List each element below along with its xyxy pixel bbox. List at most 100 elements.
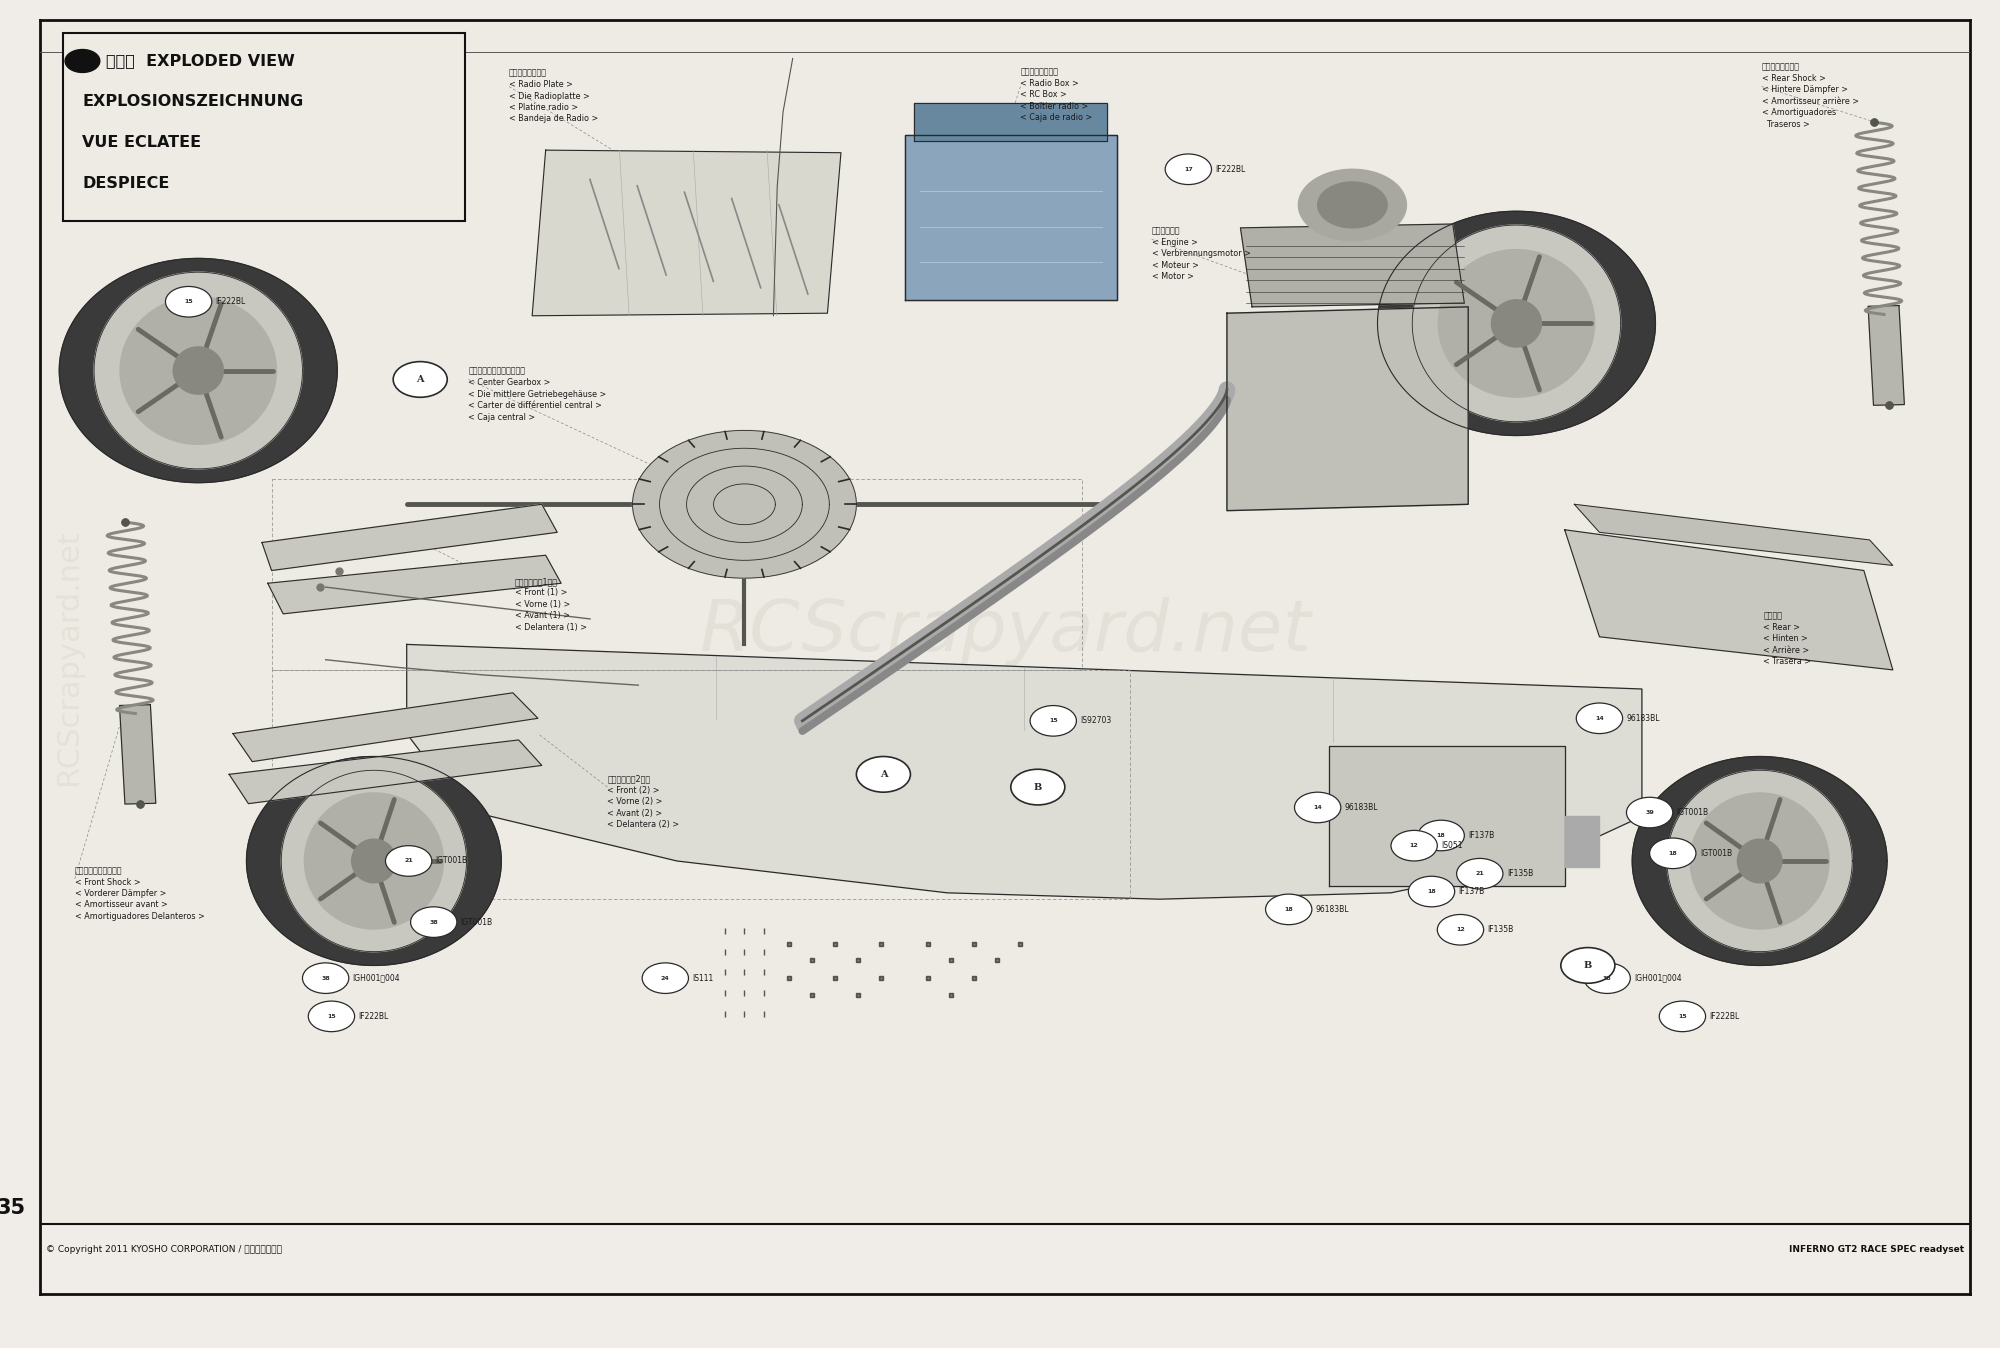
Polygon shape	[262, 504, 558, 570]
Text: 35: 35	[0, 1197, 26, 1217]
Polygon shape	[268, 555, 562, 613]
Polygon shape	[1412, 225, 1620, 422]
Polygon shape	[1226, 307, 1468, 511]
Polygon shape	[904, 135, 1116, 301]
Polygon shape	[1564, 530, 1892, 670]
Circle shape	[386, 845, 432, 876]
Text: 96183BL: 96183BL	[1316, 905, 1350, 914]
Text: 12: 12	[1410, 844, 1418, 848]
Text: 38: 38	[322, 976, 330, 980]
Text: 14: 14	[1314, 805, 1322, 810]
Polygon shape	[1438, 249, 1594, 398]
Circle shape	[1456, 859, 1502, 888]
Text: 96183BL: 96183BL	[1344, 803, 1378, 811]
Text: 12: 12	[1456, 927, 1464, 933]
Circle shape	[1626, 797, 1672, 828]
Polygon shape	[1868, 306, 1904, 406]
Text: 14: 14	[1596, 716, 1604, 721]
Polygon shape	[1564, 817, 1600, 867]
Polygon shape	[1298, 170, 1406, 240]
Polygon shape	[232, 693, 538, 762]
Circle shape	[410, 907, 456, 937]
Text: 18: 18	[1436, 833, 1446, 838]
Circle shape	[1010, 770, 1064, 805]
Text: © Copyright 2011 KYOSHO CORPORATION / 禁無断転載複製: © Copyright 2011 KYOSHO CORPORATION / 禁無…	[46, 1246, 282, 1254]
Polygon shape	[246, 756, 502, 965]
Circle shape	[1266, 894, 1312, 925]
Text: IS92703: IS92703	[1080, 716, 1112, 725]
Circle shape	[1650, 838, 1696, 868]
Text: A: A	[416, 375, 424, 384]
Text: EXPLOSIONSZEICHNUNG: EXPLOSIONSZEICHNUNG	[82, 94, 304, 109]
Polygon shape	[1318, 182, 1388, 228]
Circle shape	[1418, 820, 1464, 851]
Text: IGT001B: IGT001B	[436, 856, 468, 865]
Text: B: B	[1034, 783, 1042, 791]
Text: ＜フロント（1）＞
< Front (1) >
< Vorne (1) >
< Avant (1) >
< Delantera (1) >: ＜フロント（1）＞ < Front (1) > < Vorne (1) > < …	[514, 577, 586, 632]
Text: RCScrapyard.net: RCScrapyard.net	[700, 597, 1310, 666]
Text: IF137B: IF137B	[1468, 830, 1494, 840]
Text: IGT001B: IGT001B	[460, 918, 492, 926]
Text: 15: 15	[328, 1014, 336, 1019]
Text: IGH001～004: IGH001～004	[1634, 973, 1682, 983]
Polygon shape	[406, 644, 1642, 899]
Polygon shape	[120, 705, 156, 803]
Text: 21: 21	[1476, 871, 1484, 876]
Text: 24: 24	[660, 976, 670, 980]
Circle shape	[1390, 830, 1438, 861]
Text: 分解図  EXPLODED VIEW: 分解図 EXPLODED VIEW	[106, 54, 294, 69]
Circle shape	[856, 756, 910, 793]
Text: 21: 21	[404, 859, 414, 864]
Text: 96183BL: 96183BL	[1626, 714, 1660, 723]
Text: ＜リヤダンパー＞
< Rear Shock >
< Hintere Dämpfer >
< Amortisseur arrière >
< Amortiguad: ＜リヤダンパー＞ < Rear Shock > < Hintere Dämpfe…	[1762, 62, 1858, 128]
Polygon shape	[1690, 793, 1830, 929]
Circle shape	[1438, 914, 1484, 945]
Polygon shape	[94, 272, 302, 469]
Text: A: A	[880, 770, 888, 779]
Polygon shape	[230, 740, 542, 803]
Text: IF135B: IF135B	[1488, 925, 1514, 934]
Circle shape	[66, 50, 100, 73]
Text: ＜メカプレート＞
< Radio Plate >
< Die Radioplatte >
< Platine radio >
< Bandeja de Radi: ＜メカプレート＞ < Radio Plate > < Die Radioplat…	[508, 69, 598, 124]
Polygon shape	[914, 102, 1108, 142]
Text: VUE ECLATEE: VUE ECLATEE	[82, 135, 202, 150]
Circle shape	[1584, 962, 1630, 993]
Text: IS111: IS111	[692, 973, 714, 983]
Text: ＜エンジン＞
< Engine >
< Verbrennungsmotor >
< Moteur >
< Motor >: ＜エンジン＞ < Engine > < Verbrennungsmotor > …	[1152, 226, 1250, 282]
Text: INFERNO GT2 RACE SPEC readyset: INFERNO GT2 RACE SPEC readyset	[1790, 1246, 1964, 1254]
Text: 15: 15	[1678, 1014, 1686, 1019]
Circle shape	[642, 962, 688, 993]
Text: IF135B: IF135B	[1506, 869, 1534, 878]
Text: IF222BL: IF222BL	[1710, 1012, 1740, 1020]
Text: 39: 39	[1646, 810, 1654, 816]
Text: 15: 15	[184, 299, 192, 305]
Text: 18: 18	[1428, 890, 1436, 894]
Text: 18: 18	[1284, 907, 1294, 911]
Polygon shape	[1330, 747, 1564, 887]
Polygon shape	[40, 20, 1970, 1224]
Text: ＜フロントダンパー＞
< Front Shock >
< Vorderer Dämpfer >
< Amortisseur avant >
< Amortigu: ＜フロントダンパー＞ < Front Shock > < Vorderer Dä…	[74, 865, 204, 921]
Text: ＜フロント（2）＞
< Front (2) >
< Vorne (2) >
< Avant (2) >
< Delantera (2) >: ＜フロント（2）＞ < Front (2) > < Vorne (2) > < …	[608, 774, 680, 829]
Polygon shape	[1240, 224, 1464, 307]
Polygon shape	[282, 770, 466, 952]
Polygon shape	[60, 259, 338, 483]
Polygon shape	[174, 346, 224, 394]
Circle shape	[166, 287, 212, 317]
Polygon shape	[532, 150, 840, 315]
Polygon shape	[1492, 299, 1542, 346]
Polygon shape	[632, 430, 856, 578]
Text: ＜リヤ＞
< Rear >
< Hinten >
< Arrière >
< Trasera >: ＜リヤ＞ < Rear > < Hinten > < Arrière > < T…	[1764, 611, 1812, 666]
Circle shape	[1408, 876, 1454, 907]
Text: IGH001～004: IGH001～004	[352, 973, 400, 983]
Polygon shape	[1738, 840, 1782, 883]
Circle shape	[394, 361, 448, 398]
Text: 38: 38	[1602, 976, 1612, 980]
Text: IF137B: IF137B	[1458, 887, 1484, 896]
Circle shape	[1660, 1002, 1706, 1031]
Polygon shape	[1378, 212, 1656, 435]
Text: RCScrapyard.net: RCScrapyard.net	[54, 530, 84, 785]
Text: B: B	[1584, 961, 1592, 971]
Circle shape	[1030, 705, 1076, 736]
Circle shape	[1294, 793, 1340, 822]
Text: IS051: IS051	[1442, 841, 1462, 851]
